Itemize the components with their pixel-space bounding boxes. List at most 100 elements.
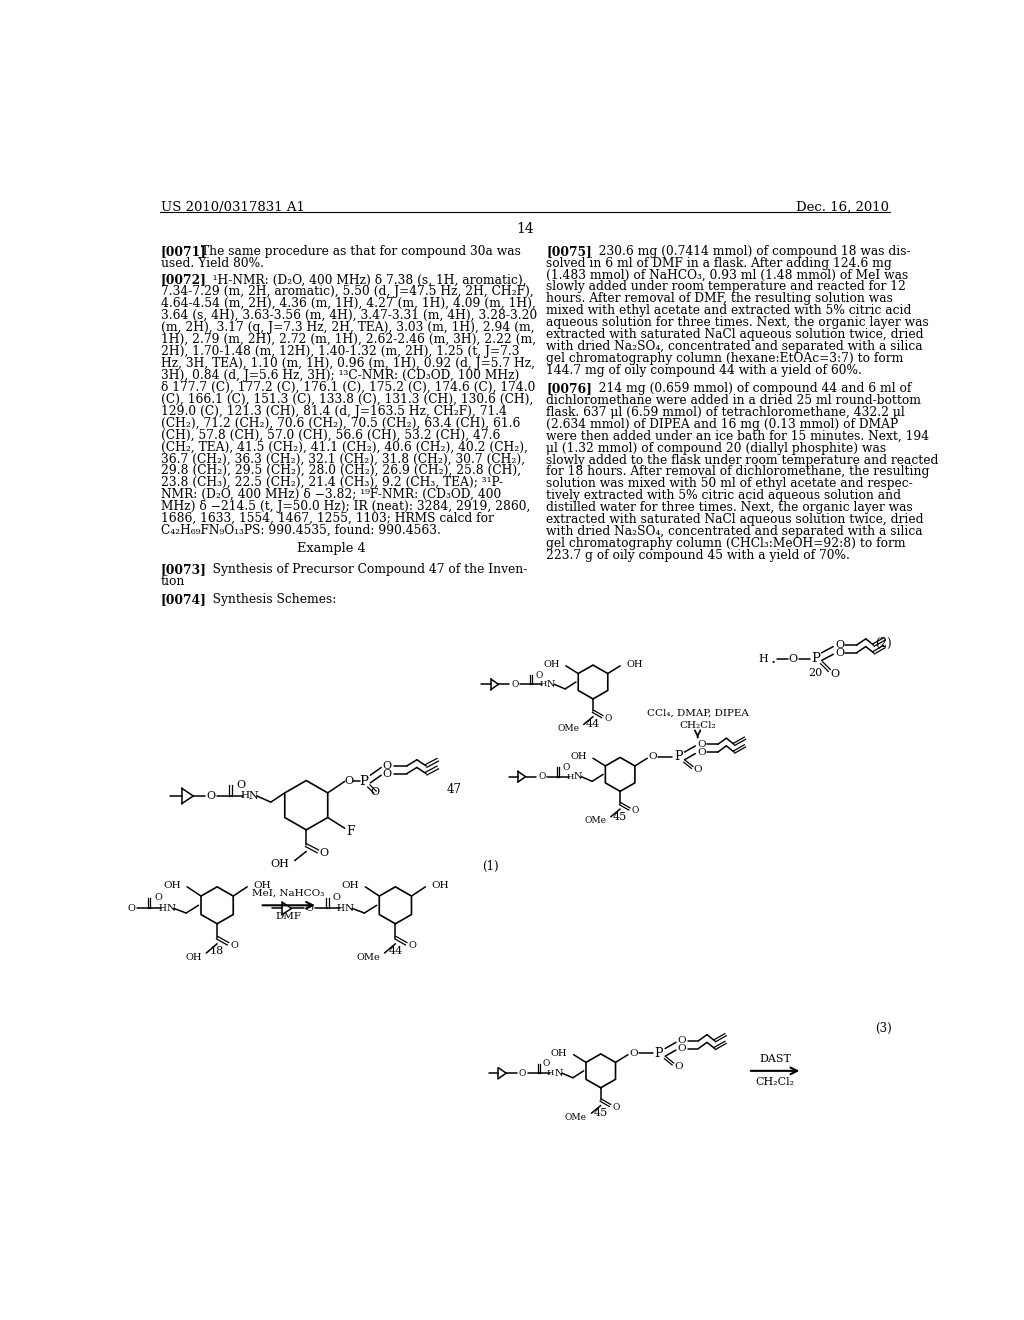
Text: O: O: [697, 741, 706, 748]
Text: Example 4: Example 4: [297, 541, 366, 554]
Text: The same procedure as that for compound 30a was: The same procedure as that for compound …: [201, 244, 521, 257]
Text: were then added under an ice bath for 15 minutes. Next, 194: were then added under an ice bath for 15…: [547, 429, 930, 442]
Text: 7.34-7.29 (m, 2H, aromatic), 5.50 (d, J=47.5 Hz, 2H, CH₂F),: 7.34-7.29 (m, 2H, aromatic), 5.50 (d, J=…: [161, 285, 534, 298]
Text: H: H: [566, 772, 573, 780]
Text: 214 mg (0.659 mmol) of compound 44 and 6 ml of: 214 mg (0.659 mmol) of compound 44 and 6…: [587, 381, 911, 395]
Text: OH: OH: [570, 752, 587, 762]
Text: tion: tion: [161, 576, 185, 589]
Text: O: O: [155, 894, 162, 902]
Text: OH: OH: [432, 880, 450, 890]
Text: aqueous solution for three times. Next, the organic layer was: aqueous solution for three times. Next, …: [547, 317, 929, 329]
Text: [0074]: [0074]: [161, 593, 207, 606]
Text: hours. After removal of DMF, the resulting solution was: hours. After removal of DMF, the resulti…: [547, 293, 893, 305]
Text: N: N: [555, 1069, 563, 1077]
Text: N: N: [249, 791, 259, 801]
Text: [0071]: [0071]: [161, 244, 207, 257]
Text: (1): (1): [482, 861, 499, 874]
Text: O: O: [697, 747, 706, 756]
Text: O: O: [835, 640, 844, 649]
Text: OMe: OMe: [557, 723, 579, 733]
Text: MeI, NaHCO₃: MeI, NaHCO₃: [252, 888, 325, 898]
Text: O: O: [207, 791, 216, 801]
Text: OH: OH: [185, 953, 202, 962]
Text: (1.483 mmol) of NaHCO₃, 0.93 ml (1.48 mmol) of MeI was: (1.483 mmol) of NaHCO₃, 0.93 ml (1.48 mm…: [547, 268, 908, 281]
Text: F: F: [347, 825, 355, 838]
Text: OH: OH: [270, 859, 289, 869]
Text: gel chromatography column (CHCl₃:MeOH=92:8) to form: gel chromatography column (CHCl₃:MeOH=92…: [547, 537, 906, 550]
Text: OMe: OMe: [584, 816, 606, 825]
Text: solution was mixed with 50 ml of ethyl acetate and respec-: solution was mixed with 50 ml of ethyl a…: [547, 478, 913, 490]
Text: OH: OH: [551, 1048, 567, 1057]
Text: distilled water for three times. Next, the organic layer was: distilled water for three times. Next, t…: [547, 502, 913, 515]
Text: US 2010/0317831 A1: US 2010/0317831 A1: [161, 201, 304, 214]
Text: O: O: [629, 1048, 638, 1057]
Text: tively extracted with 5% citric acid aqueous solution and: tively extracted with 5% citric acid aqu…: [547, 490, 901, 503]
Text: CH₂Cl₂: CH₂Cl₂: [679, 721, 716, 730]
Text: 2H), 1.70-1.48 (m, 12H), 1.40-1.32 (m, 2H), 1.25 (t, J=7.3: 2H), 1.70-1.48 (m, 12H), 1.40-1.32 (m, 2…: [161, 345, 519, 358]
Text: N: N: [547, 680, 555, 689]
Text: extracted with saturated NaCl aqueous solution twice, dried: extracted with saturated NaCl aqueous so…: [547, 329, 924, 341]
Text: 223.7 g of oily compound 45 with a yield of 70%.: 223.7 g of oily compound 45 with a yield…: [547, 549, 850, 562]
Text: P: P: [811, 652, 820, 665]
Text: .: .: [770, 649, 775, 667]
Text: O: O: [319, 847, 329, 858]
Text: OH: OH: [627, 660, 643, 669]
Text: 1686, 1633, 1554, 1467, 1255, 1103; HRMS calcd for: 1686, 1633, 1554, 1467, 1255, 1103; HRMS…: [161, 512, 494, 525]
Text: O: O: [305, 904, 313, 913]
Text: Hz, 3H, TEA), 1.10 (m, 1H), 0.96 (m, 1H), 0.92 (d, J=5.7 Hz,: Hz, 3H, TEA), 1.10 (m, 1H), 0.96 (m, 1H)…: [161, 356, 535, 370]
Text: (C), 166.1 (C), 151.3 (C), 133.8 (C), 131.3 (CH), 130.6 (CH),: (C), 166.1 (C), 151.3 (C), 133.8 (C), 13…: [161, 392, 532, 405]
Text: Synthesis of Precursor Compound 47 of the Inven-: Synthesis of Precursor Compound 47 of th…: [201, 564, 527, 577]
Text: mixed with ethyl acetate and extracted with 5% citric acid: mixed with ethyl acetate and extracted w…: [547, 305, 912, 317]
Text: (3): (3): [874, 1022, 891, 1035]
Text: 47: 47: [446, 783, 461, 796]
Text: 44: 44: [388, 946, 402, 957]
Text: N: N: [574, 772, 583, 781]
Text: N: N: [344, 904, 353, 913]
Text: OH: OH: [253, 880, 271, 890]
Text: O: O: [830, 668, 840, 678]
Text: O: O: [511, 680, 518, 689]
Text: 18: 18: [210, 946, 224, 957]
Text: O: O: [674, 1061, 683, 1071]
Text: O: O: [612, 1102, 620, 1111]
Text: 29.8 (CH₂), 29.5 (CH₂), 28.0 (CH₂), 26.9 (CH₂), 25.8 (CH),: 29.8 (CH₂), 29.5 (CH₂), 28.0 (CH₂), 26.9…: [161, 465, 520, 478]
Text: O: O: [648, 752, 657, 762]
Text: Dec. 16, 2010: Dec. 16, 2010: [796, 201, 889, 214]
Text: slowly added under room temperature and reacted for 12: slowly added under room temperature and …: [547, 280, 906, 293]
Text: O: O: [536, 671, 543, 680]
Text: Synthesis Schemes:: Synthesis Schemes:: [201, 593, 336, 606]
Text: NMR: (D₂O, 400 MHz) δ −3.82; ¹⁹F-NMR: (CD₃OD, 400: NMR: (D₂O, 400 MHz) δ −3.82; ¹⁹F-NMR: (C…: [161, 488, 501, 502]
Text: OMe: OMe: [565, 1113, 587, 1122]
Text: (CH₂, TEA), 41.5 (CH₂), 41.1 (CH₂), 40.6 (CH₂), 40.2 (CH₂),: (CH₂, TEA), 41.5 (CH₂), 41.1 (CH₂), 40.6…: [161, 441, 527, 453]
Text: 45: 45: [594, 1109, 608, 1118]
Text: P: P: [654, 1047, 664, 1060]
Text: 45: 45: [613, 812, 628, 822]
Text: O: O: [678, 1044, 686, 1053]
Text: [0076]: [0076]: [547, 381, 592, 395]
Text: 20: 20: [808, 668, 822, 677]
Text: H: H: [547, 1069, 554, 1077]
Text: O: O: [333, 894, 340, 902]
Text: O: O: [693, 766, 702, 775]
Text: H: H: [539, 680, 547, 688]
Text: P: P: [359, 775, 369, 788]
Text: [0073]: [0073]: [161, 564, 207, 577]
Text: slowly added to the flask under room temperature and reacted: slowly added to the flask under room tem…: [547, 454, 939, 466]
Text: 129.0 (C), 121.3 (CH), 81.4 (d, J=163.5 Hz, CH₂F), 71.4: 129.0 (C), 121.3 (CH), 81.4 (d, J=163.5 …: [161, 404, 507, 417]
Text: solved in 6 ml of DMF in a flask. After adding 124.6 mg: solved in 6 ml of DMF in a flask. After …: [547, 256, 892, 269]
Text: gel chromatography column (hexane:EtOAc=3:7) to form: gel chromatography column (hexane:EtOAc=…: [547, 352, 904, 366]
Text: H: H: [759, 653, 768, 664]
Text: O: O: [230, 941, 239, 950]
Text: O: O: [409, 941, 417, 950]
Text: 36.7 (CH₂), 36.3 (CH₂), 32.1 (CH₂), 31.8 (CH₂), 30.7 (CH₂),: 36.7 (CH₂), 36.3 (CH₂), 32.1 (CH₂), 31.8…: [161, 453, 524, 466]
Text: N: N: [166, 904, 175, 913]
Text: P: P: [674, 750, 683, 763]
Text: H: H: [240, 792, 249, 800]
Text: used. Yield 80%.: used. Yield 80%.: [161, 256, 263, 269]
Text: with dried Na₂SO₄, concentrated and separated with a silica: with dried Na₂SO₄, concentrated and sepa…: [547, 525, 923, 539]
Text: 23.8 (CH₃), 22.5 (CH₂), 21.4 (CH₃), 9.2 (CH₃, TEA); ³¹P-: 23.8 (CH₃), 22.5 (CH₂), 21.4 (CH₃), 9.2 …: [161, 477, 503, 490]
Text: extracted with saturated NaCl aqueous solution twice, dried: extracted with saturated NaCl aqueous so…: [547, 513, 924, 527]
Text: with dried Na₂SO₄, concentrated and separated with a silica: with dried Na₂SO₄, concentrated and sepa…: [547, 341, 923, 354]
Text: (2.634 mmol) of DIPEA and 16 mg (0.13 mmol) of DMAP: (2.634 mmol) of DIPEA and 16 mg (0.13 mm…: [547, 417, 899, 430]
Text: OH: OH: [163, 880, 181, 890]
